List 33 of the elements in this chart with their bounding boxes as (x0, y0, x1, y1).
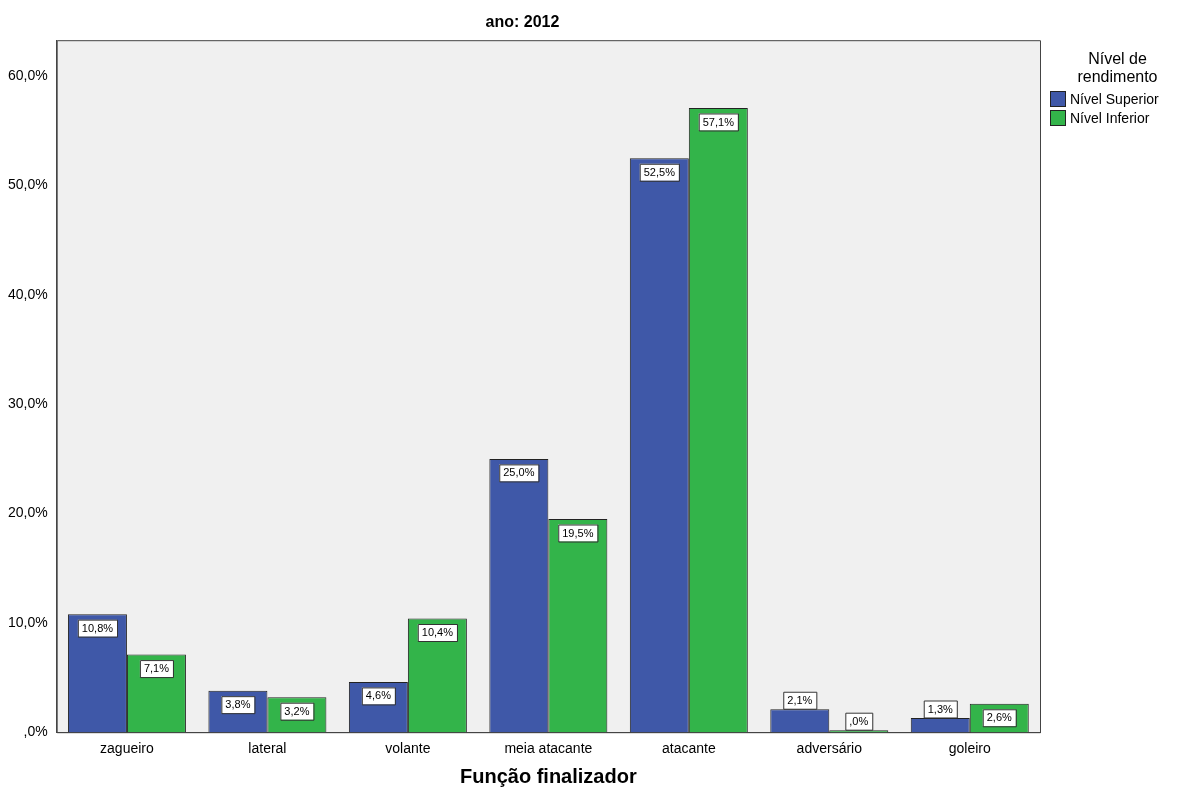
y-tick-label: 30,0% (7, 395, 48, 412)
x-tick-label: zagueiro (100, 740, 154, 757)
y-tick-label: 40,0% (7, 285, 48, 302)
x-tick-label: lateral (248, 740, 287, 757)
legend-label: Nível Inferior (1070, 110, 1150, 127)
legend-label: Nível Superior (1070, 91, 1159, 108)
data-label: 4,6% (365, 689, 392, 702)
data-label: 2,1% (787, 693, 813, 706)
data-label: 2,6% (986, 711, 1013, 724)
y-tick-label: 50,0% (7, 176, 48, 193)
x-tick-label: meia atacante (504, 740, 593, 757)
data-label: 19,5% (562, 526, 594, 539)
data-label: 10,8% (81, 621, 114, 634)
x-axis-title: Função finalizador (460, 764, 637, 787)
data-label: 3,8% (225, 698, 251, 711)
y-tick-label: 20,0% (7, 504, 48, 521)
x-tick-label: goleiro (948, 740, 991, 757)
x-tick-label: adversário (796, 740, 863, 757)
data-label: 7,1% (143, 662, 170, 675)
data-label: 25,0% (503, 466, 535, 479)
x-tick-label: atacante (661, 740, 716, 757)
legend-title: Nível de rendimento (1076, 50, 1159, 86)
data-label: 10,4% (421, 626, 454, 639)
y-tick-label: 10,0% (7, 613, 48, 630)
data-label: 52,5% (643, 165, 676, 178)
y-tick-label: 60,0% (7, 67, 48, 84)
data-label: ,0% (849, 714, 869, 727)
data-label: 1,3% (927, 702, 954, 715)
chart-title: ano: 2012 (485, 13, 560, 31)
data-label: 3,2% (284, 704, 310, 717)
x-tick-label: volante (385, 740, 431, 757)
y-tick-label: ,0% (23, 723, 48, 740)
data-label: 57,1% (702, 115, 735, 128)
